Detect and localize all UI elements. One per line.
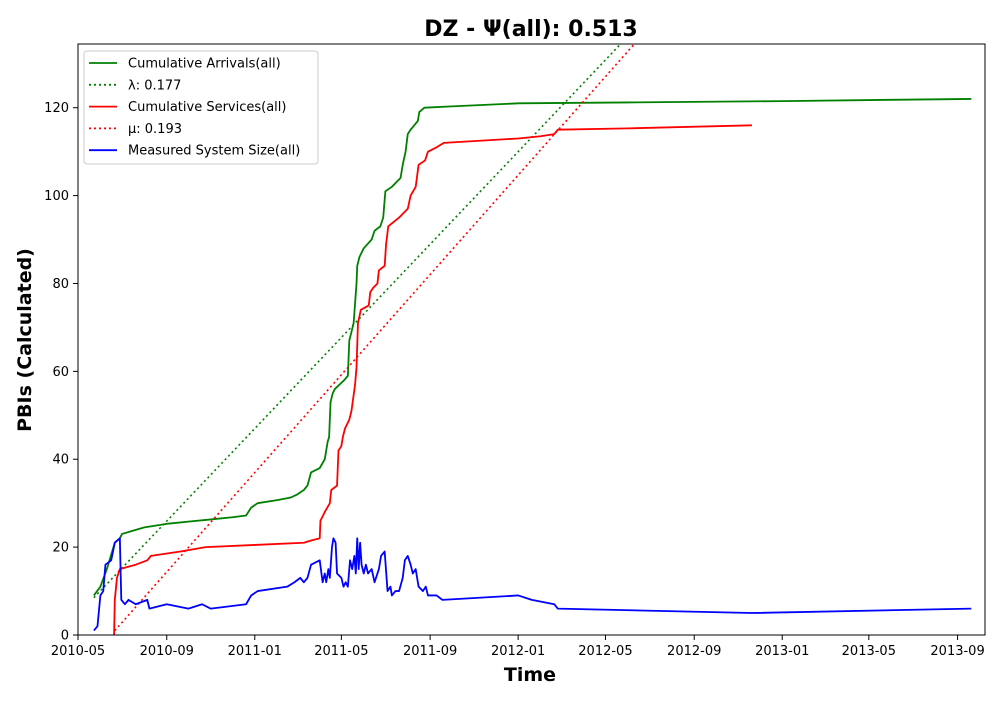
y-tick-label: 20	[52, 541, 69, 556]
x-tick-label: 2013-01	[755, 644, 809, 659]
y-tick-label: 40	[52, 453, 69, 468]
x-tick-label: 2012-09	[667, 644, 721, 659]
x-tick-label: 2012-01	[491, 644, 545, 659]
legend-label: μ: 0.193	[128, 122, 182, 137]
x-tick-label: 2010-05	[51, 644, 105, 659]
legend-label: Cumulative Services(all)	[128, 100, 286, 115]
x-tick-label: 2012-05	[578, 644, 632, 659]
x-tick-label: 2013-09	[930, 644, 984, 659]
y-axis-label: PBIs (Calculated)	[14, 248, 36, 432]
y-tick-label: 100	[44, 189, 69, 204]
y-tick-label: 80	[52, 277, 69, 292]
legend-label: λ: 0.177	[128, 78, 181, 93]
y-tick-label: 120	[44, 101, 69, 116]
x-tick-label: 2010-09	[140, 644, 194, 659]
legend-label: Measured System Size(all)	[128, 144, 300, 159]
legend-label: Cumulative Arrivals(all)	[128, 57, 281, 72]
x-tick-label: 2011-09	[403, 644, 457, 659]
chart-title: DZ - Ψ(all): 0.513	[424, 17, 637, 42]
x-tick-label: 2011-05	[314, 644, 368, 659]
x-tick-label: 2011-01	[228, 644, 282, 659]
x-axis-label: Time	[504, 664, 556, 686]
y-tick-label: 60	[52, 365, 69, 380]
legend: Cumulative Arrivals(all) λ: 0.177 Cumulati…	[84, 51, 318, 164]
x-tick-label: 2013-05	[842, 644, 896, 659]
y-tick-label: 0	[61, 629, 69, 644]
